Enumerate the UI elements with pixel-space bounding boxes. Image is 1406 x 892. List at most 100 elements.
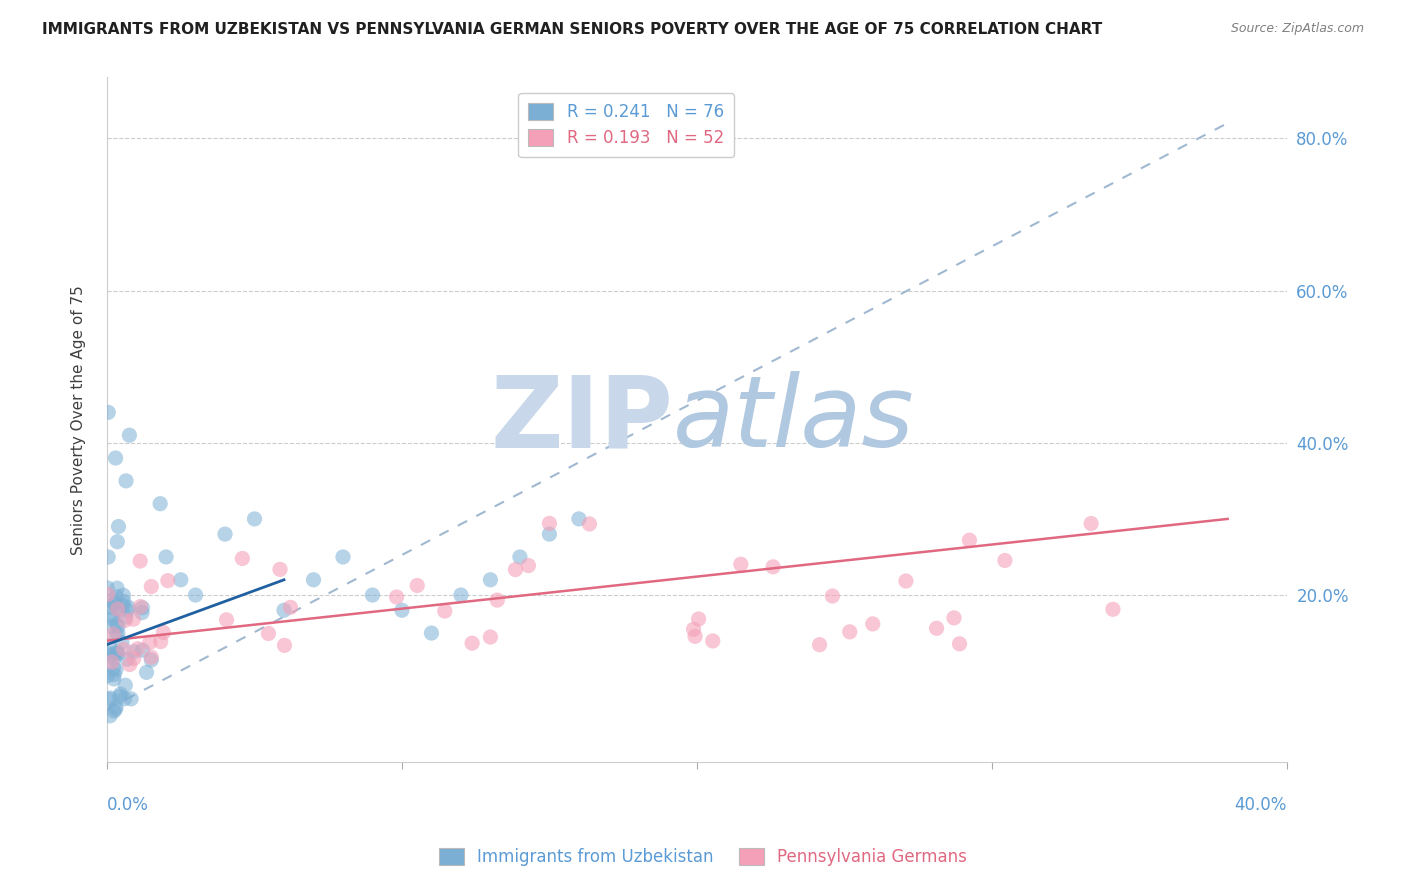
Point xyxy=(925,621,948,635)
Point xyxy=(131,643,153,657)
Point xyxy=(114,678,136,692)
Point xyxy=(118,600,141,615)
Point xyxy=(948,637,970,651)
Text: Source: ZipAtlas.com: Source: ZipAtlas.com xyxy=(1230,22,1364,36)
Point xyxy=(105,581,128,595)
Legend: Immigrants from Uzbekistan, Pennsylvania Germans: Immigrants from Uzbekistan, Pennsylvania… xyxy=(432,841,974,873)
Point xyxy=(1080,516,1102,531)
Point xyxy=(568,512,591,526)
Point xyxy=(273,638,295,652)
Point xyxy=(110,687,132,701)
Point xyxy=(762,559,785,574)
Point xyxy=(578,516,600,531)
Point xyxy=(135,665,157,680)
Point xyxy=(98,638,121,652)
Point xyxy=(112,594,135,608)
Point xyxy=(391,603,413,617)
Point xyxy=(129,554,152,568)
Point xyxy=(111,599,134,613)
Point xyxy=(505,563,527,577)
Point xyxy=(155,549,177,564)
Point xyxy=(1102,602,1125,616)
Point xyxy=(114,691,136,706)
Point xyxy=(103,661,125,675)
Point xyxy=(117,603,139,617)
Point xyxy=(138,635,160,649)
Point xyxy=(101,655,124,669)
Point xyxy=(433,604,456,618)
Y-axis label: Seniors Poverty Over the Age of 75: Seniors Poverty Over the Age of 75 xyxy=(72,285,86,555)
Point xyxy=(406,578,429,592)
Point xyxy=(420,626,443,640)
Point xyxy=(103,627,125,641)
Point xyxy=(122,651,145,665)
Point xyxy=(114,613,136,627)
Point xyxy=(103,672,125,686)
Text: atlas: atlas xyxy=(673,371,915,468)
Point xyxy=(101,611,124,625)
Point xyxy=(100,600,122,615)
Point xyxy=(111,635,134,649)
Point xyxy=(385,590,408,604)
Point xyxy=(114,610,136,624)
Point xyxy=(141,580,163,594)
Point xyxy=(115,652,138,666)
Point xyxy=(280,600,302,615)
Point xyxy=(107,602,129,616)
Point xyxy=(104,597,127,611)
Point xyxy=(450,588,472,602)
Point xyxy=(461,636,484,650)
Point xyxy=(273,603,295,617)
Point xyxy=(808,638,831,652)
Point xyxy=(107,619,129,633)
Point xyxy=(107,519,129,533)
Point xyxy=(103,651,125,665)
Point xyxy=(959,533,981,548)
Point xyxy=(682,622,704,636)
Point xyxy=(104,450,127,465)
Point xyxy=(101,608,124,623)
Point xyxy=(214,527,236,541)
Point xyxy=(257,626,280,640)
Point xyxy=(103,704,125,718)
Point xyxy=(98,709,121,723)
Point xyxy=(131,600,153,615)
Point xyxy=(517,558,540,573)
Point xyxy=(131,606,153,620)
Point xyxy=(104,700,127,714)
Point xyxy=(332,549,354,564)
Point xyxy=(152,625,174,640)
Point xyxy=(96,581,118,595)
Point xyxy=(838,624,860,639)
Point xyxy=(129,599,152,614)
Text: 40.0%: 40.0% xyxy=(1234,797,1286,814)
Point xyxy=(509,549,531,564)
Point xyxy=(269,562,291,576)
Point xyxy=(103,667,125,681)
Point xyxy=(683,629,706,643)
Point xyxy=(100,593,122,607)
Point xyxy=(97,646,120,660)
Point xyxy=(821,589,844,603)
Point xyxy=(122,645,145,659)
Point xyxy=(302,573,325,587)
Point xyxy=(127,641,149,656)
Point xyxy=(538,527,561,541)
Point xyxy=(105,627,128,641)
Point xyxy=(104,663,127,677)
Point xyxy=(112,642,135,657)
Point xyxy=(101,619,124,633)
Point xyxy=(97,549,120,564)
Point xyxy=(120,691,142,706)
Point xyxy=(894,574,917,588)
Point xyxy=(112,588,135,602)
Point xyxy=(479,573,502,587)
Point xyxy=(105,534,128,549)
Point xyxy=(231,551,253,566)
Point xyxy=(702,634,724,648)
Point xyxy=(122,612,145,626)
Point xyxy=(107,647,129,661)
Point xyxy=(97,587,120,601)
Point xyxy=(156,574,179,588)
Point xyxy=(243,512,266,526)
